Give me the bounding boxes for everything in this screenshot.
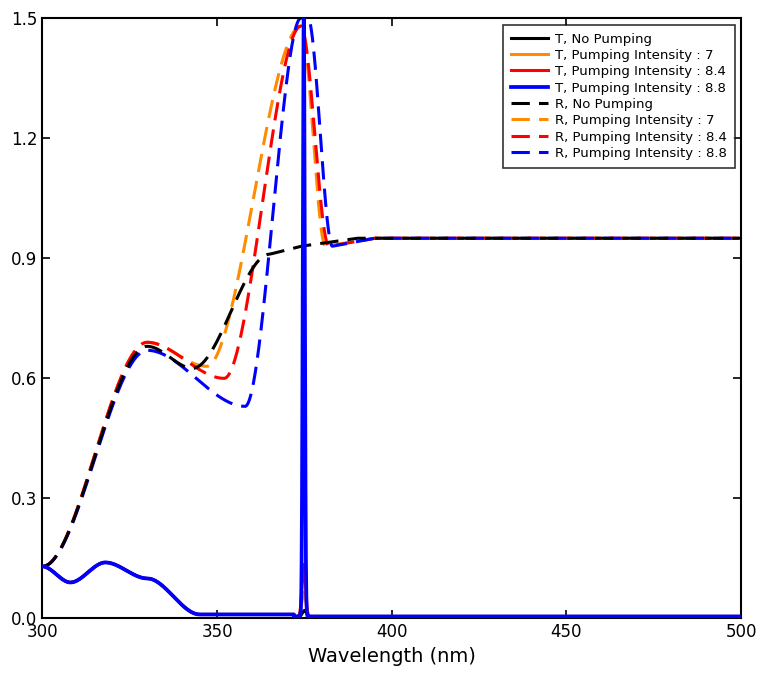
R, No Pumping — [353, 234, 362, 242]
R, Pumping Intensity : 8.8: (300, 0.13): 8.8: (300, 0.13) — [38, 563, 47, 571]
T, No Pumping — [492, 613, 502, 621]
R, Pumping Intensity : 8.4: (449, 0.95): 8.4: (449, 0.95) — [559, 234, 568, 242]
R, No Pumping — [38, 563, 47, 571]
R, No Pumping — [165, 353, 174, 361]
T, Pumping Intensity : 7: (465, 0.005): 7: (465, 0.005) — [613, 613, 622, 621]
T, Pumping Intensity : 8.8: (372, 0.005): 8.8: (372, 0.005) — [290, 613, 299, 621]
R, Pumping Intensity : 7: (420, 0.95): 7: (420, 0.95) — [457, 234, 466, 242]
R, Pumping Intensity : 7: (374, 1.48): 7: (374, 1.48) — [296, 22, 306, 30]
R, Pumping Intensity : 8.8: (374, 1.5): 8.8: (374, 1.5) — [296, 14, 306, 22]
T, Pumping Intensity : 8.8: (430, 0.005): 8.8: (430, 0.005) — [492, 613, 502, 621]
Line: T, Pumping Intensity : 7: T, Pumping Intensity : 7 — [42, 563, 741, 617]
T, Pumping Intensity : 7: (449, 0.005): 7: (449, 0.005) — [559, 613, 568, 621]
T, Pumping Intensity : 7: (336, 0.0651): 7: (336, 0.0651) — [165, 588, 174, 596]
R, No Pumping — [492, 234, 502, 242]
T, Pumping Intensity : 8.4: (300, 0.13): 8.4: (300, 0.13) — [38, 563, 47, 571]
R, No Pumping — [457, 234, 466, 242]
R, Pumping Intensity : 8.4: (376, 1.36): 8.4: (376, 1.36) — [305, 72, 314, 80]
T, Pumping Intensity : 8.4: (420, 0.005): 8.4: (420, 0.005) — [457, 613, 466, 621]
T, Pumping Intensity : 8.4: (465, 0.005): 8.4: (465, 0.005) — [613, 613, 622, 621]
R, Pumping Intensity : 7: (300, 0.13): 7: (300, 0.13) — [38, 563, 47, 571]
T, No Pumping — [317, 613, 326, 621]
R, No Pumping — [305, 241, 314, 249]
T, Pumping Intensity : 8.8: (375, 1.5): 8.8: (375, 1.5) — [300, 14, 309, 22]
T, Pumping Intensity : 8.8: (465, 0.005): 8.8: (465, 0.005) — [613, 613, 622, 621]
T, No Pumping — [165, 588, 174, 596]
R, Pumping Intensity : 8.8: (449, 0.95): 8.8: (449, 0.95) — [559, 234, 568, 242]
Line: T, No Pumping: T, No Pumping — [42, 563, 741, 617]
R, Pumping Intensity : 8.4: (420, 0.95): 8.4: (420, 0.95) — [457, 234, 466, 242]
Line: T, Pumping Intensity : 8.8: T, Pumping Intensity : 8.8 — [42, 18, 741, 617]
Line: R, Pumping Intensity : 7: R, Pumping Intensity : 7 — [42, 26, 741, 567]
Legend: T, No Pumping, T, Pumping Intensity : 7, T, Pumping Intensity : 8.4, T, Pumping : T, No Pumping, T, Pumping Intensity : 7,… — [503, 24, 734, 168]
T, Pumping Intensity : 8.4: (336, 0.0651): 8.4: (336, 0.0651) — [165, 588, 174, 596]
T, Pumping Intensity : 7: (420, 0.005): 7: (420, 0.005) — [457, 613, 466, 621]
T, No Pumping — [305, 612, 314, 620]
R, Pumping Intensity : 7: (464, 0.95): 7: (464, 0.95) — [612, 234, 621, 242]
T, Pumping Intensity : 8.8: (449, 0.005): 8.8: (449, 0.005) — [559, 613, 568, 621]
T, Pumping Intensity : 8.4: (376, 0.00548): 8.4: (376, 0.00548) — [305, 612, 314, 620]
Line: R, No Pumping: R, No Pumping — [42, 238, 741, 567]
R, Pumping Intensity : 8.4: (500, 0.95): 8.4: (500, 0.95) — [737, 234, 746, 242]
T, Pumping Intensity : 8.8: (376, 0.005): 8.8: (376, 0.005) — [305, 613, 314, 621]
T, Pumping Intensity : 7: (300, 0.13): 7: (300, 0.13) — [38, 563, 47, 571]
R, Pumping Intensity : 8.8: (500, 0.95): 8.8: (500, 0.95) — [737, 234, 746, 242]
T, Pumping Intensity : 8.8: (300, 0.13): 8.8: (300, 0.13) — [38, 563, 47, 571]
R, Pumping Intensity : 7: (449, 0.95): 7: (449, 0.95) — [559, 234, 568, 242]
R, Pumping Intensity : 8.4: (336, 0.672): 8.4: (336, 0.672) — [165, 345, 174, 353]
R, Pumping Intensity : 8.8: (336, 0.652): 8.8: (336, 0.652) — [165, 353, 174, 362]
R, Pumping Intensity : 8.8: (464, 0.95): 8.8: (464, 0.95) — [612, 234, 621, 242]
R, Pumping Intensity : 7: (336, 0.671): 7: (336, 0.671) — [165, 346, 174, 354]
R, Pumping Intensity : 7: (376, 1.32): 7: (376, 1.32) — [305, 85, 314, 93]
X-axis label: Wavelength (nm): Wavelength (nm) — [308, 647, 475, 666]
R, Pumping Intensity : 8.4: (430, 0.95): 8.4: (430, 0.95) — [492, 234, 502, 242]
R, Pumping Intensity : 7: (430, 0.95): 7: (430, 0.95) — [492, 234, 502, 242]
R, Pumping Intensity : 8.8: (430, 0.95): 8.8: (430, 0.95) — [492, 234, 502, 242]
T, Pumping Intensity : 8.4: (318, 0.14): 8.4: (318, 0.14) — [101, 559, 110, 567]
R, No Pumping — [612, 234, 621, 242]
T, Pumping Intensity : 8.8: (336, 0.0655): 8.8: (336, 0.0655) — [165, 588, 174, 596]
Line: T, Pumping Intensity : 8.4: T, Pumping Intensity : 8.4 — [42, 563, 741, 617]
T, Pumping Intensity : 8.4: (500, 0.005): 8.4: (500, 0.005) — [737, 613, 746, 621]
T, No Pumping — [457, 613, 466, 621]
R, Pumping Intensity : 8.4: (464, 0.95): 8.4: (464, 0.95) — [612, 234, 621, 242]
T, Pumping Intensity : 7: (430, 0.005): 7: (430, 0.005) — [492, 613, 502, 621]
T, No Pumping — [101, 559, 110, 567]
T, No Pumping — [737, 613, 746, 621]
T, Pumping Intensity : 7: (500, 0.005): 7: (500, 0.005) — [737, 613, 746, 621]
T, Pumping Intensity : 8.8: (420, 0.005): 8.8: (420, 0.005) — [457, 613, 466, 621]
T, No Pumping — [613, 613, 622, 621]
T, Pumping Intensity : 8.4: (379, 0.005): 8.4: (379, 0.005) — [315, 613, 324, 621]
R, Pumping Intensity : 7: (500, 0.95): 7: (500, 0.95) — [737, 234, 746, 242]
R, Pumping Intensity : 8.8: (420, 0.95): 8.8: (420, 0.95) — [457, 234, 466, 242]
R, Pumping Intensity : 8.8: (376, 1.49): 8.8: (376, 1.49) — [305, 17, 314, 25]
T, No Pumping — [38, 563, 47, 571]
R, Pumping Intensity : 8.4: (300, 0.13): 8.4: (300, 0.13) — [38, 563, 47, 571]
T, Pumping Intensity : 8.4: (449, 0.005): 8.4: (449, 0.005) — [559, 613, 568, 621]
R, No Pumping — [737, 234, 746, 242]
T, Pumping Intensity : 8.8: (500, 0.005): 8.8: (500, 0.005) — [737, 613, 746, 621]
T, Pumping Intensity : 7: (318, 0.14): 7: (318, 0.14) — [101, 559, 110, 567]
Line: R, Pumping Intensity : 8.8: R, Pumping Intensity : 8.8 — [42, 18, 741, 567]
R, No Pumping — [559, 234, 568, 242]
T, Pumping Intensity : 7: (376, 0.00583): 7: (376, 0.00583) — [305, 612, 314, 620]
T, Pumping Intensity : 8.4: (430, 0.005): 8.4: (430, 0.005) — [492, 613, 502, 621]
Line: R, Pumping Intensity : 8.4: R, Pumping Intensity : 8.4 — [42, 26, 741, 567]
T, Pumping Intensity : 7: (380, 0.005): 7: (380, 0.005) — [317, 613, 326, 621]
T, No Pumping — [559, 613, 568, 621]
R, Pumping Intensity : 8.4: (374, 1.48): 8.4: (374, 1.48) — [296, 22, 306, 30]
